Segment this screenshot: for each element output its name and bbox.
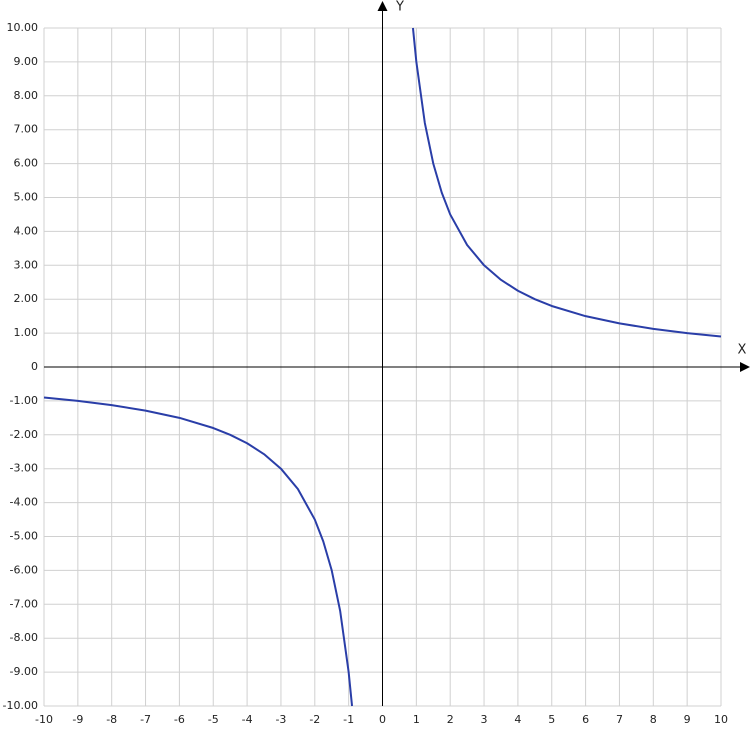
x-tick-label: -3 bbox=[275, 713, 286, 726]
x-tick-label: 4 bbox=[514, 713, 521, 726]
x-tick-label: 7 bbox=[616, 713, 623, 726]
x-tick-label: -4 bbox=[242, 713, 253, 726]
y-tick-label: 5.00 bbox=[14, 191, 39, 204]
y-tick-label: -3.00 bbox=[10, 462, 38, 475]
x-tick-label: -5 bbox=[208, 713, 219, 726]
x-tick-label: 8 bbox=[650, 713, 657, 726]
x-tick-label: -6 bbox=[174, 713, 185, 726]
y-tick-label: -8.00 bbox=[10, 631, 38, 644]
x-tick-label: 5 bbox=[548, 713, 555, 726]
y-tick-label: -2.00 bbox=[10, 428, 38, 441]
x-tick-label: -10 bbox=[35, 713, 53, 726]
x-tick-label: 1 bbox=[413, 713, 420, 726]
x-axis-label: X bbox=[738, 343, 747, 358]
x-axis-arrow bbox=[740, 362, 750, 372]
y-tick-label: -6.00 bbox=[10, 563, 38, 576]
y-tick-label: -4.00 bbox=[10, 496, 38, 509]
x-tick-label: 6 bbox=[582, 713, 589, 726]
x-tick-label: -7 bbox=[140, 713, 151, 726]
y-tick-label: 3.00 bbox=[14, 258, 39, 271]
y-tick-label: 10.00 bbox=[7, 21, 39, 34]
y-tick-label: -10.00 bbox=[3, 699, 38, 712]
y-tick-label: 9.00 bbox=[14, 55, 39, 68]
x-tick-label: -9 bbox=[72, 713, 83, 726]
x-tick-label: 3 bbox=[481, 713, 488, 726]
data-line bbox=[43, 27, 722, 707]
y-tick-label: 6.00 bbox=[14, 157, 39, 170]
y-tick-label: 7.00 bbox=[14, 123, 39, 136]
y-tick-label: 1.00 bbox=[14, 326, 39, 339]
x-tick-label: -2 bbox=[309, 713, 320, 726]
y-tick-label: -7.00 bbox=[10, 597, 38, 610]
x-tick-label: 0 bbox=[379, 713, 386, 726]
x-tick-label: 10 bbox=[714, 713, 728, 726]
y-tick-label: -1.00 bbox=[10, 394, 38, 407]
y-tick-label: 4.00 bbox=[14, 224, 39, 237]
y-axis-label: Y bbox=[395, 0, 404, 15]
x-tick-label: -8 bbox=[106, 713, 117, 726]
y-tick-label: -5.00 bbox=[10, 530, 38, 543]
y-tick-label: 0 bbox=[31, 360, 38, 373]
y-tick-label: -9.00 bbox=[10, 665, 38, 678]
x-tick-label: 9 bbox=[684, 713, 691, 726]
y-tick-label: 8.00 bbox=[14, 89, 39, 102]
y-tick-label: 2.00 bbox=[14, 292, 39, 305]
y-axis-arrow bbox=[377, 1, 388, 11]
x-tick-label: -1 bbox=[343, 713, 354, 726]
x-tick-label: 2 bbox=[447, 713, 454, 726]
